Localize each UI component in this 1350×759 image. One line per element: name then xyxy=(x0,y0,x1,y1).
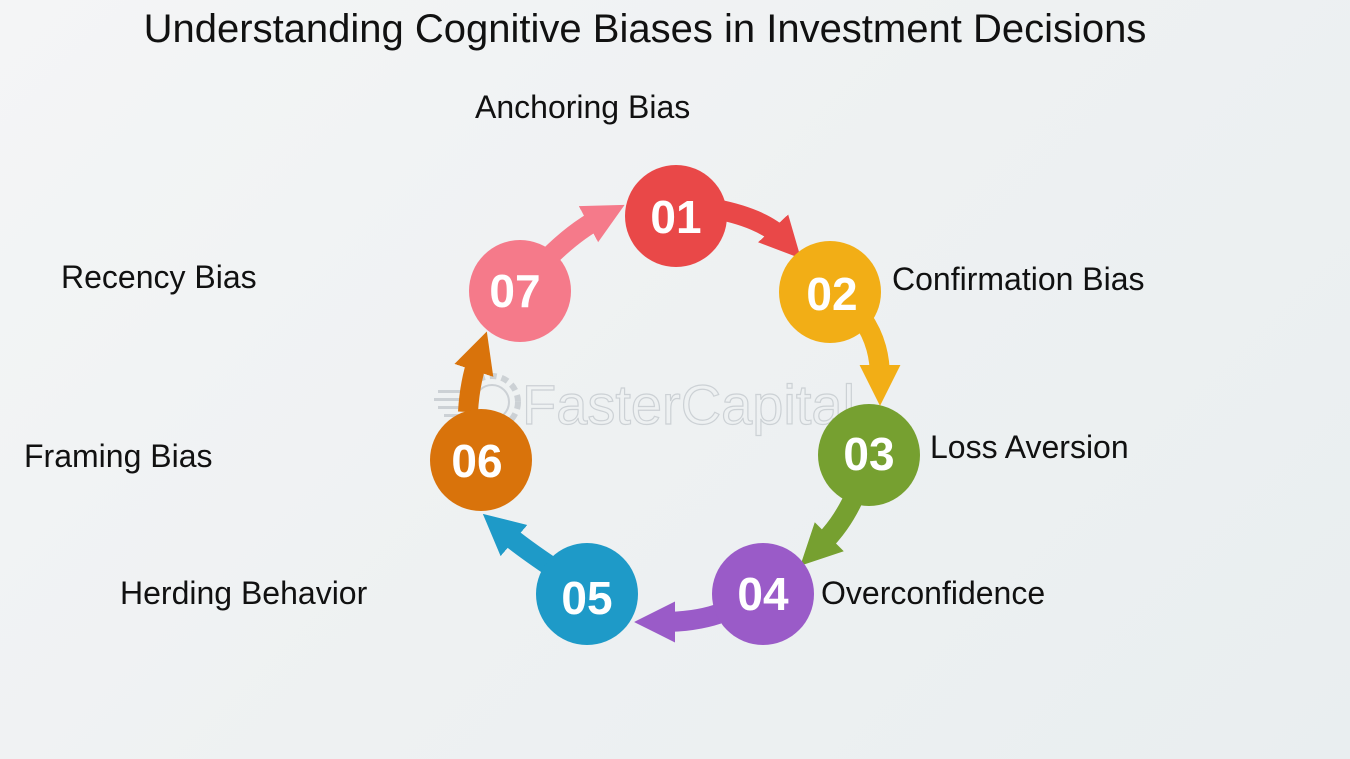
step-07-number: 07 xyxy=(489,265,540,317)
step-06-number: 06 xyxy=(451,435,502,487)
step-02-circle xyxy=(779,241,881,343)
arrow-07-to-01 xyxy=(540,204,625,266)
label-herding-behavior: Herding Behavior xyxy=(120,575,368,611)
step-01-number: 01 xyxy=(650,191,701,243)
step-05-circle xyxy=(536,543,638,645)
step-06: 06 xyxy=(430,409,532,511)
arrow-06-to-07 xyxy=(454,331,494,413)
watermark-text: FasterCapital xyxy=(522,373,855,436)
step-03-number: 03 xyxy=(843,428,894,480)
label-anchoring-bias: Anchoring Bias xyxy=(475,89,691,125)
step-04: 04 xyxy=(712,543,814,645)
step-01-circle xyxy=(625,165,727,267)
step-05: 05 xyxy=(536,543,638,645)
label-framing-bias: Framing Bias xyxy=(24,438,213,474)
label-recency-bias: Recency Bias xyxy=(61,259,257,295)
step-05-number: 05 xyxy=(561,572,612,624)
step-06-circle xyxy=(430,409,532,511)
step-07-circle xyxy=(469,240,571,342)
label-overconfidence: Overconfidence xyxy=(821,575,1046,611)
step-04-number: 04 xyxy=(737,568,789,620)
step-01: 01 xyxy=(625,165,727,267)
arrow-04-to-05 xyxy=(634,601,722,643)
step-04-circle xyxy=(712,543,814,645)
label-loss-aversion: Loss Aversion xyxy=(930,429,1129,465)
step-07: 07 xyxy=(469,240,571,342)
diagram-title: Understanding Cognitive Biases in Invest… xyxy=(143,7,1147,51)
label-confirmation-bias: Confirmation Bias xyxy=(892,261,1145,297)
step-02: 02 xyxy=(779,241,881,343)
step-02-number: 02 xyxy=(806,268,857,320)
step-03: 03 xyxy=(818,404,920,506)
step-03-circle xyxy=(818,404,920,506)
